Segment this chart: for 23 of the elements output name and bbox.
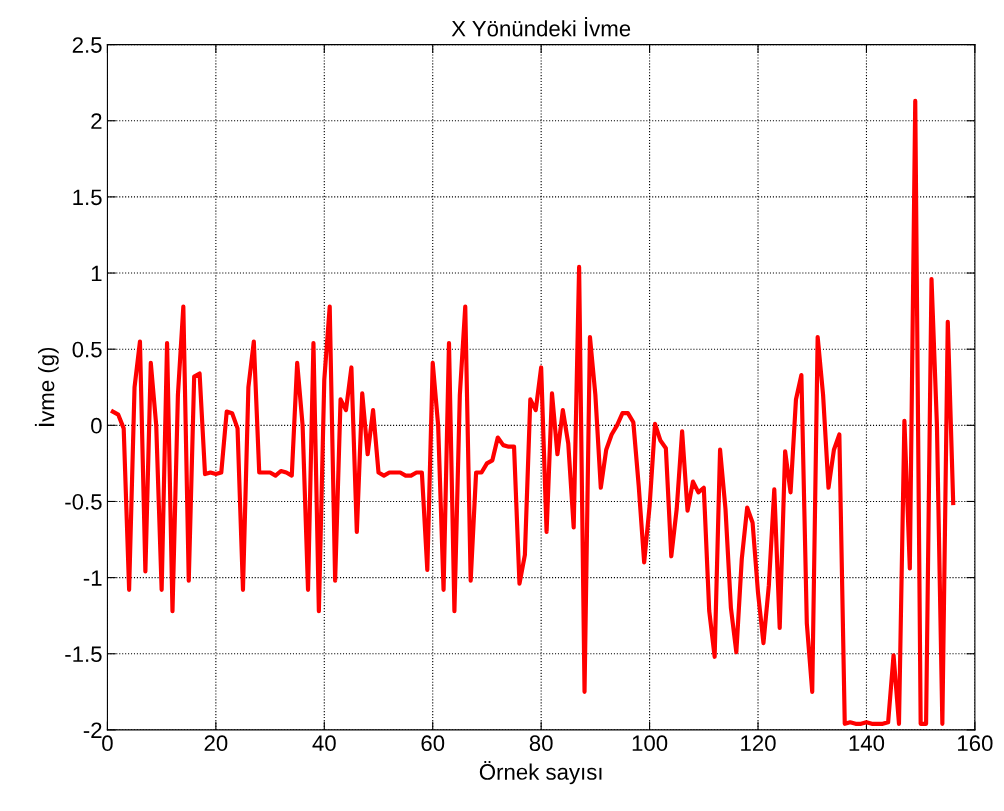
x-tick-label: 80	[529, 735, 553, 752]
y-tick-label: 2.5	[72, 37, 102, 53]
y-tick-label: 1.5	[73, 189, 102, 206]
x-tick-label: 60	[421, 735, 445, 752]
x-tick-label: 120	[741, 735, 776, 752]
y-tick-label: -1	[83, 570, 102, 586]
x-tick-label: 140	[849, 735, 885, 752]
chart-title: X Yönündeki İvme	[451, 17, 631, 37]
x-axis-title: Örnek sayısı	[479, 761, 602, 785]
x-tick-label: 100	[632, 735, 668, 752]
y-tick-label: 1	[91, 265, 102, 282]
x-tick-label: 40	[312, 735, 336, 752]
x-tick-label: 160	[958, 735, 993, 752]
x-tick-label: 20	[204, 735, 228, 752]
y-axis-title: İvme (g)	[34, 347, 59, 426]
line-series	[110, 98, 956, 726]
y-tick-label: -2	[83, 722, 102, 738]
x-tick-label: 0	[102, 735, 113, 752]
y-tick-label: 0.5	[72, 341, 102, 358]
y-tick-label: 2	[91, 113, 102, 129]
y-tick-label: -1.5	[65, 646, 102, 663]
y-tick-label: 0	[91, 417, 102, 434]
y-tick-label: -0.5	[65, 494, 102, 510]
